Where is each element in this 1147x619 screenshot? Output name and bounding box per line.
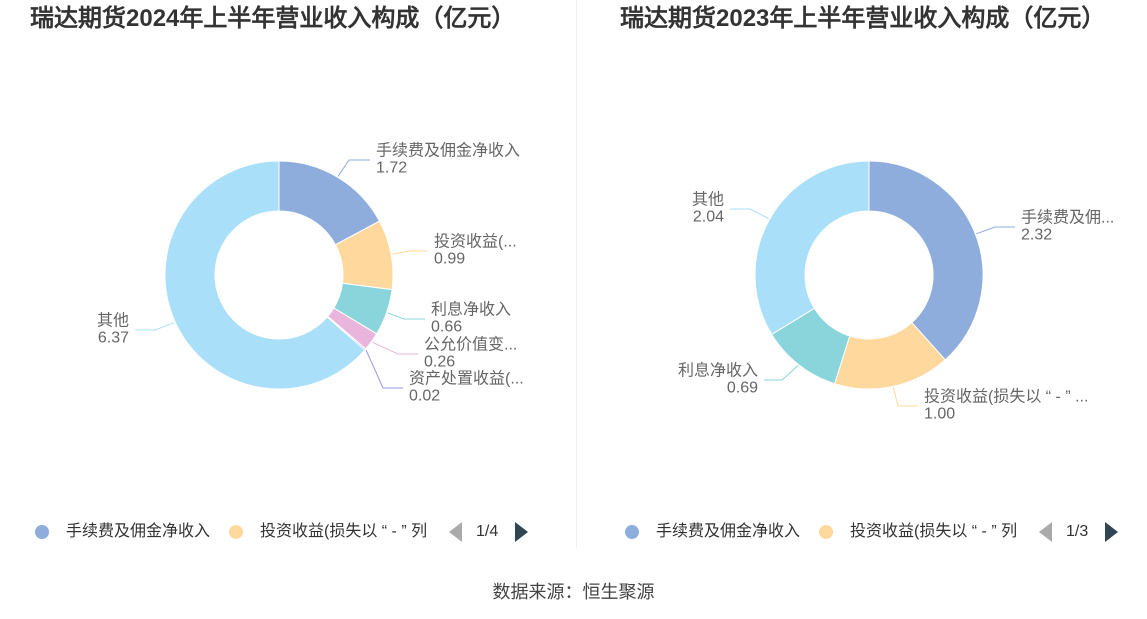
legend-label: 投资收益(损失以 “ - ” 列 [260,523,428,540]
leader-line [387,312,425,320]
slice-value: 0.66 [431,319,462,336]
leader-line [976,226,1015,235]
slice-label: 其他 [97,312,129,330]
chart-panel-2024: 手续费及佣金净收入 1.72 投资收益(... 0.99 利息净收入 0.66 公允价值变.… [0,0,557,560]
leader-line [337,159,370,177]
legend-next-page-button[interactable] [513,520,530,544]
slice-label: 其他 [692,191,724,209]
chart-title: 瑞达期货2024年上半年营业收入构成（亿元） [30,5,516,32]
data-source-note: 数据来源：恒生聚源 [492,582,655,602]
slice-label: 手续费及佣... [1021,209,1114,227]
slice-value: 2.32 [1021,227,1052,244]
legend-next-page-button[interactable] [1103,520,1120,544]
legend-label: 手续费及佣金净收入 [656,523,801,540]
leader-line [365,349,403,389]
legend-prev-page-button[interactable] [447,520,464,544]
legend-prev-page-button[interactable] [1037,520,1054,544]
triangle-left-icon [1039,522,1052,542]
donut-slice[interactable] [164,160,366,390]
triangle-right-icon [1105,522,1118,542]
leader-line [372,341,418,355]
slice-value: 0.69 [727,380,758,397]
legend: 手续费及佣金净收入 投资收益(损失以 “ - ” 列 1/4 [0,520,557,544]
slice-value: 1.72 [376,160,407,177]
donut-slices [164,160,394,390]
slice-label: 手续费及佣金净收入 [376,142,520,160]
slice-label: 投资收益(损失以 “ - ” ... [924,388,1088,406]
slice-value: 0.99 [434,251,465,268]
donut-slice[interactable] [868,160,984,361]
legend-dot [625,525,639,539]
slice-value: 0.02 [409,388,440,405]
donut-chart-2023: 手续费及佣...2.32 投资收益(损失以 “ - ” ...1.00 利息净收入0… [678,160,1114,423]
slice-value: 0.26 [424,354,455,371]
leader-line [135,322,175,331]
donut-slice[interactable] [754,160,870,336]
slice-label: 利息净收入 [431,301,511,319]
slice-label: 资产处置收益(... [409,370,524,388]
chart-panel-2023: 手续费及佣... 2.32 投资收益(损失以 “ - ” ... 1.00 利息净收入 0… [590,0,1147,560]
legend-page-indicator: 1/4 [476,523,499,540]
legend-dot [229,525,243,539]
leader-line [892,387,918,407]
slice-value: 6.37 [98,330,129,347]
leader-line [730,208,769,220]
triangle-left-icon [449,522,462,542]
legend-page-indicator: 1/3 [1066,523,1089,540]
slice-label: 利息净收入 [678,362,758,380]
chart-title: 瑞达期货2023年上半年营业收入构成（亿元） [620,5,1106,32]
slice-label: 公允价值变... [424,336,517,354]
slice-value: 2.04 [693,209,724,226]
donut-slices [754,160,984,390]
legend-dot [819,525,833,539]
slice-labels: 手续费及佣...2.32 投资收益(损失以 “ - ” ...1.00 利息净收入0… [678,191,1114,423]
legend-dot [35,525,49,539]
leader-line [764,365,799,381]
legend-label: 手续费及佣金净收入 [66,523,211,540]
triangle-right-icon [515,522,528,542]
panel-divider [576,0,577,548]
legend: 手续费及佣金净收入 投资收益(损失以 “ - ” 列 1/3 [590,520,1147,544]
slice-value: 1.00 [924,406,955,423]
legend-label: 投资收益(损失以 “ - ” 列 [850,523,1018,540]
slice-label: 投资收益(... [434,233,517,251]
leader-line [392,250,428,255]
